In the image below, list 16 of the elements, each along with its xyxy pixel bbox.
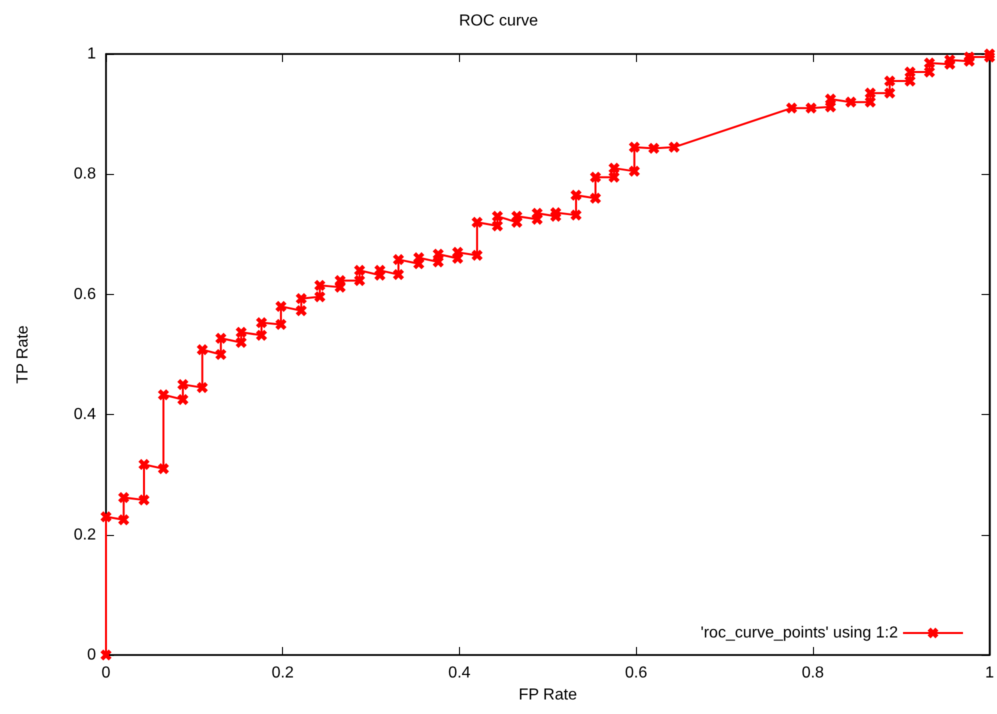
y-tick-label: 0 xyxy=(87,646,96,664)
chart-title: ROC curve xyxy=(458,12,538,30)
x-axis-title: FP Rate xyxy=(518,686,578,704)
x-tick-label: 0 xyxy=(102,664,111,682)
y-tick-label: 1 xyxy=(87,46,96,62)
x-tick-label: 0.2 xyxy=(272,664,294,682)
legend-label: 'roc_curve_points' using 1:2 xyxy=(700,624,898,642)
y-tick-label: 0.6 xyxy=(74,286,96,303)
y-tick-label: 0.8 xyxy=(74,166,96,183)
x-tick-label: 0.4 xyxy=(448,664,471,682)
x-tick-label: 1 xyxy=(985,664,994,682)
x-tick-label: 0.6 xyxy=(625,664,648,682)
y-tick-label: 0.4 xyxy=(74,406,96,424)
y-axis-title: TP Rate xyxy=(14,325,32,384)
x-tick-label: 0.8 xyxy=(802,664,824,682)
y-tick-label: 0.2 xyxy=(74,526,96,544)
